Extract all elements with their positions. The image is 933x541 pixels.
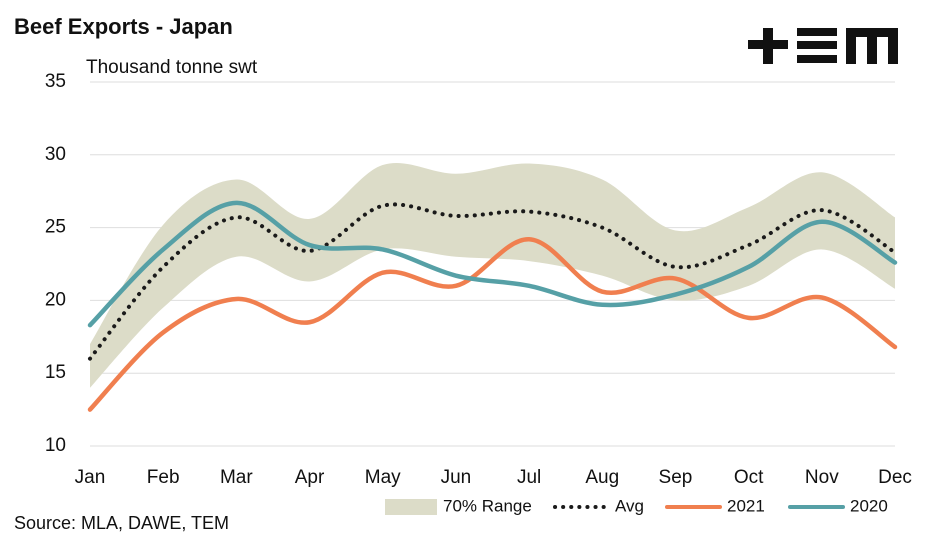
series-line (87, 200, 898, 328)
range-area (90, 163, 895, 388)
source: Source: MLA, DAWE, TEM (14, 513, 229, 533)
legend-label: 70% Range (443, 496, 532, 515)
logo (748, 28, 898, 64)
legend-swatch (385, 499, 437, 515)
x-tick-label: Sep (659, 467, 693, 488)
x-tick-label: Mar (220, 467, 253, 488)
y-tick-label: 20 (45, 289, 66, 310)
x-tick-label: Jun (441, 467, 472, 488)
x-tick-label: May (365, 467, 401, 488)
series-line (87, 236, 898, 412)
chart-title: Beef Exports - Japan (14, 14, 233, 39)
subtitle: Thousand tonne swt (86, 57, 258, 78)
y-tick-label: 15 (45, 362, 66, 383)
legend-label: Avg (615, 496, 644, 515)
y-tick-label: 35 (45, 71, 66, 92)
y-tick-label: 30 (45, 144, 66, 165)
series-line (88, 202, 897, 361)
x-tick-label: Nov (805, 467, 839, 488)
x-tick-label: Apr (295, 467, 325, 488)
x-tick-label: Dec (878, 467, 912, 488)
x-tick-label: Aug (585, 467, 619, 488)
legend-label: 2021 (727, 496, 765, 515)
x-tick-label: Jan (75, 467, 106, 488)
x-tick-label: Feb (147, 467, 180, 488)
x-tick-label: Jul (517, 467, 541, 488)
y-tick-label: 10 (45, 435, 66, 456)
y-tick-label: 25 (45, 217, 66, 238)
x-tick-label: Oct (734, 467, 764, 488)
legend-label: 2020 (850, 496, 888, 515)
